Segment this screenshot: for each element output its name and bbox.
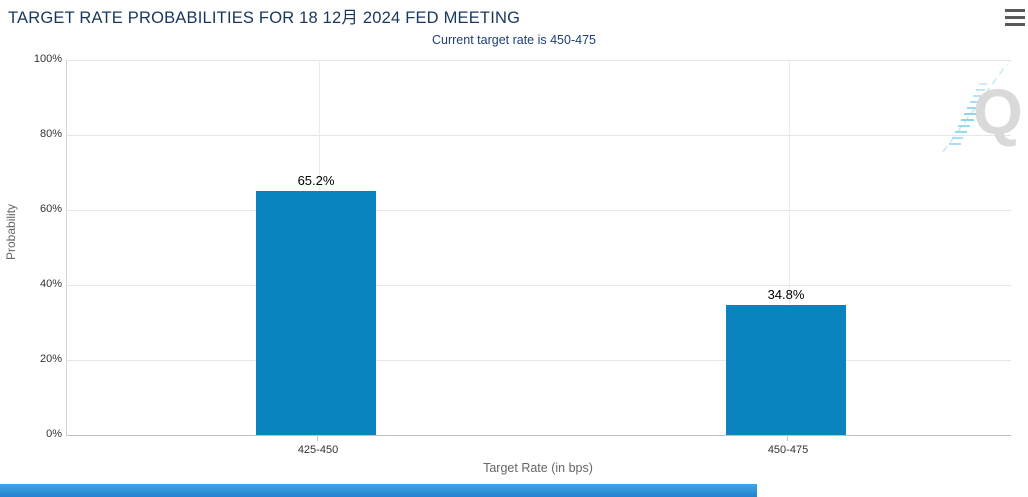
chart-subtitle: Current target rate is 450-475 bbox=[432, 33, 596, 47]
gridline bbox=[67, 360, 1011, 361]
bar-group: 34.8% bbox=[726, 60, 846, 435]
bar-value-label: 34.8% bbox=[767, 286, 805, 302]
gridline bbox=[67, 285, 1011, 286]
bar-value-label: 65.2% bbox=[297, 172, 335, 188]
gridline bbox=[67, 210, 1011, 211]
bar-group: 65.2% bbox=[256, 60, 376, 435]
y-axis-title: Probability bbox=[4, 203, 18, 260]
x-tick bbox=[787, 435, 788, 441]
quikstrike-watermark-logo: Q bbox=[941, 62, 1023, 154]
hamburger-bar bbox=[1005, 23, 1025, 26]
hamburger-bar bbox=[1005, 16, 1025, 19]
gridline bbox=[67, 60, 1011, 61]
y-tick-label: 20% bbox=[39, 353, 62, 365]
quikstrike-q-icon: Q bbox=[942, 63, 1023, 153]
plot-area: Q 65.2% 34.8% bbox=[66, 60, 1023, 436]
y-tick-label: 60% bbox=[39, 203, 62, 215]
section-header-bar bbox=[0, 484, 757, 497]
bar-450-475[interactable] bbox=[726, 304, 846, 435]
x-tick bbox=[317, 435, 318, 441]
chart-title: TARGET RATE PROBABILITIES FOR 18 12月 202… bbox=[8, 9, 521, 27]
hamburger-bar bbox=[1005, 9, 1025, 12]
bar-425-450[interactable] bbox=[256, 190, 376, 435]
hamburger-menu-icon[interactable] bbox=[1005, 9, 1025, 30]
y-tick-label: 40% bbox=[39, 278, 62, 290]
gridline bbox=[789, 60, 790, 435]
y-tick-label: 0% bbox=[46, 428, 62, 440]
svg-text:Q: Q bbox=[973, 76, 1021, 148]
gridline bbox=[67, 135, 1011, 136]
x-category-label: 425-450 bbox=[297, 444, 339, 456]
y-tick-label: 100% bbox=[33, 53, 62, 65]
x-category-label: 450-475 bbox=[767, 444, 809, 456]
x-axis-title: Target Rate (in bps) bbox=[483, 461, 593, 475]
y-tick-label: 80% bbox=[39, 128, 62, 140]
